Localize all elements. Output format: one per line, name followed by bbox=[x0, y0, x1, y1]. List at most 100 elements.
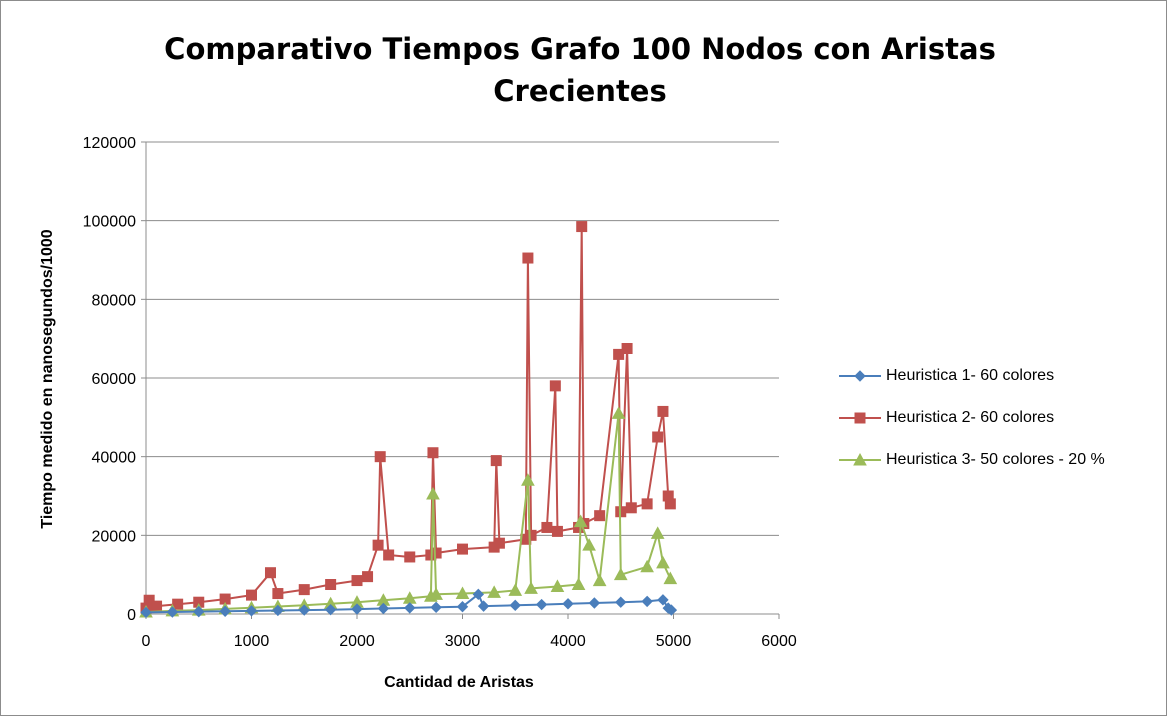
data-point bbox=[562, 598, 574, 610]
legend: Heuristica 1- 60 colores Heuristica 2- 60… bbox=[838, 364, 1158, 490]
data-point bbox=[522, 252, 534, 264]
data-point bbox=[140, 606, 152, 619]
data-point bbox=[272, 604, 284, 617]
x-tick-label: 1000 bbox=[234, 633, 270, 650]
data-point bbox=[665, 604, 678, 616]
data-point bbox=[172, 598, 184, 610]
data-point bbox=[535, 598, 548, 611]
data-point bbox=[151, 600, 163, 612]
y-tick-label: 120000 bbox=[83, 135, 136, 152]
data-point bbox=[640, 559, 654, 573]
data-point bbox=[573, 514, 588, 528]
data-point bbox=[143, 594, 155, 606]
data-point bbox=[854, 370, 866, 382]
data-point bbox=[457, 543, 468, 555]
data-point bbox=[854, 412, 866, 424]
x-tick-label: 5000 bbox=[656, 633, 692, 650]
data-point bbox=[550, 579, 565, 592]
data-point bbox=[576, 221, 588, 233]
data-point bbox=[853, 452, 867, 466]
legend-item-1: Heuristica 1- 60 colores bbox=[838, 364, 1158, 388]
data-point bbox=[383, 549, 395, 561]
data-point bbox=[650, 526, 665, 539]
data-point bbox=[524, 581, 538, 594]
x-axis-label: Cantidad de Aristas bbox=[384, 674, 534, 691]
x-tick-label: 3000 bbox=[445, 633, 481, 650]
data-point bbox=[325, 579, 337, 590]
legend-label: Heuristica 1- 60 colores bbox=[886, 367, 1055, 384]
data-point bbox=[487, 585, 501, 598]
legend-item-3: Heuristica 3- 50 colores - 20 % bbox=[838, 448, 1158, 472]
data-point bbox=[351, 575, 363, 587]
series-1 bbox=[140, 588, 678, 619]
data-point bbox=[166, 606, 179, 618]
legend-swatch bbox=[839, 412, 881, 424]
data-point bbox=[613, 348, 625, 360]
data-point bbox=[525, 529, 537, 541]
data-point bbox=[456, 601, 469, 613]
data-point bbox=[541, 521, 553, 533]
data-point bbox=[272, 588, 284, 600]
data-point bbox=[219, 605, 231, 617]
data-point bbox=[592, 573, 607, 587]
data-point bbox=[663, 571, 678, 585]
y-tick-label: 40000 bbox=[92, 450, 137, 467]
y-tick-label: 20000 bbox=[92, 528, 137, 545]
data-point bbox=[193, 605, 205, 618]
data-point bbox=[509, 599, 521, 612]
data-point bbox=[582, 538, 596, 551]
chart-title-line-2: Crecientes bbox=[493, 74, 667, 108]
x-tick-label: 6000 bbox=[761, 633, 797, 650]
data-point bbox=[664, 498, 676, 510]
legend-swatch bbox=[839, 370, 881, 382]
data-point bbox=[549, 380, 561, 392]
y-tick-label: 80000 bbox=[92, 292, 137, 309]
data-point bbox=[657, 405, 669, 417]
data-point bbox=[621, 343, 633, 354]
y-axis-label: Tiempo medido en nanosegundos/1000 bbox=[39, 229, 56, 528]
chart-title-line-1: Comparativo Tiempos Grafo 100 Nodos con … bbox=[164, 32, 996, 66]
data-point bbox=[521, 473, 535, 486]
data-point bbox=[490, 455, 502, 467]
data-point bbox=[374, 451, 386, 463]
data-point bbox=[551, 525, 563, 537]
data-point bbox=[324, 603, 337, 616]
legend-label: Heuristica 3- 50 colores - 20 % bbox=[886, 451, 1105, 468]
data-point bbox=[625, 502, 637, 514]
data-point bbox=[615, 596, 627, 608]
data-point bbox=[613, 567, 628, 581]
data-point bbox=[298, 584, 310, 596]
data-point bbox=[611, 406, 626, 419]
data-point bbox=[455, 586, 470, 600]
tick-labels: 0 20000 40000 60000 80000 100000 120000 0 1000 20… bbox=[83, 135, 797, 650]
data-point bbox=[372, 539, 384, 551]
gridlines bbox=[146, 141, 779, 536]
data-point bbox=[641, 595, 653, 608]
data-point bbox=[594, 510, 606, 522]
x-tick-label: 0 bbox=[142, 633, 151, 650]
x-tick-label: 4000 bbox=[550, 633, 586, 650]
data-point bbox=[588, 597, 601, 609]
data-point bbox=[245, 605, 258, 617]
data-point bbox=[427, 447, 439, 459]
data-point bbox=[472, 588, 485, 601]
data-point bbox=[362, 571, 374, 583]
legend-item-2: Heuristica 2- 60 colores bbox=[838, 406, 1158, 430]
chart-title: Comparativo Tiempos Grafo 100 Nodos con … bbox=[140, 28, 1020, 112]
series-layer bbox=[139, 221, 678, 619]
data-point bbox=[508, 583, 523, 596]
data-point bbox=[426, 486, 440, 500]
legend-swatch bbox=[839, 452, 881, 466]
data-point bbox=[641, 498, 653, 510]
series-2 bbox=[140, 221, 676, 614]
data-point bbox=[652, 431, 664, 443]
data-point bbox=[404, 551, 416, 563]
data-point bbox=[657, 594, 669, 606]
x-tick-label: 2000 bbox=[339, 633, 375, 650]
data-point bbox=[477, 600, 490, 612]
data-point bbox=[298, 604, 310, 616]
data-point bbox=[571, 577, 586, 590]
data-point bbox=[430, 601, 442, 614]
data-point bbox=[377, 602, 390, 615]
